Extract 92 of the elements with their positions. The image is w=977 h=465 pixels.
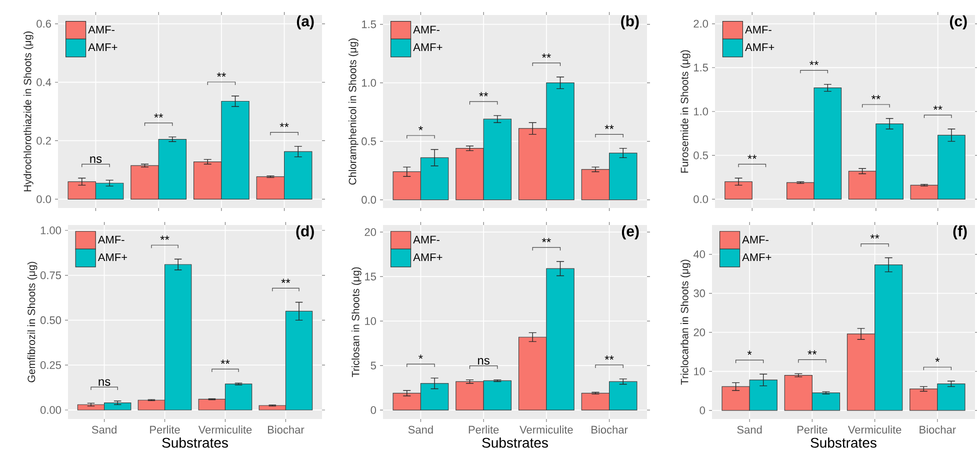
chart-title: (e)	[622, 225, 639, 240]
y-tick-label: 0.25	[40, 361, 62, 369]
y-tick-label: 0.6	[36, 20, 51, 28]
y-tick-label: 0.2	[36, 136, 51, 145]
annotation: *	[747, 350, 752, 355]
annotation: **	[933, 106, 942, 110]
annotation: **	[542, 238, 551, 242]
y-tick-label: 0.0	[36, 195, 52, 204]
annotation: *	[418, 126, 423, 130]
annotation: **	[281, 278, 290, 283]
x-axis-title: Substrates	[482, 437, 548, 448]
y-axis-title: Gemfibrozil in Shoots (μg)	[27, 262, 38, 382]
annotation: ns	[90, 156, 102, 163]
y-tick-label: 1.0	[362, 78, 376, 87]
chart-title: (c)	[950, 15, 967, 30]
x-tick-label: Vermiculite	[198, 426, 252, 434]
y-tick-label: 1.0	[694, 108, 708, 116]
y-tick-label: 40	[693, 250, 706, 258]
y-tick-label: 0.5	[362, 137, 376, 146]
legend-label: AMF+	[413, 43, 442, 51]
annotation: **	[871, 95, 880, 100]
x-tick-label: Sand	[408, 426, 433, 434]
legend-label: AMF+	[88, 43, 118, 51]
y-tick-label: 0.50	[40, 316, 62, 324]
y-tick-label: 0.75	[40, 271, 62, 280]
y-tick-label: 1.5	[362, 20, 376, 28]
annotation: **	[604, 124, 614, 130]
x-tick-label: Perlite	[798, 426, 828, 434]
y-axis-title: Triclocarban in Shoots (μg)	[680, 260, 690, 385]
y-tick-label: 0.00	[40, 406, 62, 414]
bar	[724, 181, 752, 200]
x-tick-label: Vermiculite	[848, 426, 902, 434]
x-tick-label: Biochar	[268, 426, 304, 434]
y-tick-label: 1.00	[40, 226, 62, 234]
x-axis-title: Substrates	[162, 437, 228, 448]
annotation: **	[479, 92, 488, 96]
x-tick-label: Sand	[737, 426, 762, 434]
chart-title: (b)	[621, 15, 639, 30]
y-tick-label: 15	[365, 272, 376, 280]
x-tick-label: Vermiculite	[520, 426, 573, 434]
annotation: *	[418, 354, 423, 359]
legend-label: AMF-	[413, 26, 440, 34]
x-tick-label: Perlite	[468, 426, 499, 434]
y-axis-title: Furosemide in Shoots (μg)	[680, 50, 690, 173]
annotation: **	[280, 122, 289, 128]
y-tick-label: 2.0	[694, 20, 708, 28]
legend-label: AMF-	[742, 236, 768, 244]
annotation: ns	[98, 379, 110, 386]
annotation: ns	[478, 358, 490, 365]
annotation: **	[154, 113, 164, 118]
annotation: **	[542, 54, 551, 58]
y-tick-label: 0	[370, 406, 376, 414]
legend-label: AMF-	[98, 236, 124, 244]
y-tick-label: 0	[700, 406, 706, 414]
y-tick-label: 20	[694, 328, 706, 336]
y-tick-label: 10	[365, 317, 376, 325]
y-axis-title: Hydrochlorothiazide in Shoots (μg)	[24, 32, 34, 192]
annotation: **	[220, 360, 230, 364]
y-axis-title: Chloramphenicol in Shoots (μg)	[348, 38, 358, 185]
annotation: **	[216, 72, 226, 77]
x-tick-label: Biochar	[592, 426, 628, 434]
x-tick-label: Sand	[92, 426, 116, 434]
y-tick-label: 0.0	[362, 196, 376, 204]
legend-label: AMF+	[742, 253, 772, 262]
y-tick-label: 20	[364, 228, 376, 236]
x-axis-title: Substrates	[810, 437, 876, 448]
x-tick-label: Biochar	[920, 426, 956, 434]
annotation: **	[748, 154, 757, 159]
chart-title: (f)	[953, 225, 967, 240]
legend-label: AMF+	[413, 253, 442, 262]
y-tick-label: 0.4	[36, 78, 52, 86]
y-tick-label: 0.0	[694, 195, 708, 204]
annotation: **	[808, 350, 817, 354]
y-tick-label: 1.5	[694, 64, 708, 72]
legend-label: AMF-	[88, 26, 114, 34]
annotation: **	[810, 60, 819, 66]
legend-label: AMF-	[413, 236, 440, 244]
chart-title: (a)	[296, 15, 314, 30]
y-tick-label: 0.5	[694, 151, 708, 160]
annotation: **	[870, 234, 880, 239]
y-tick-label: 5	[370, 362, 376, 370]
y-axis-title: Triclosan in Shoots (μg)	[352, 267, 362, 378]
annotation: **	[604, 355, 614, 360]
legend-label: AMF+	[98, 253, 127, 261]
chart-title: (d)	[296, 225, 314, 240]
annotation: *	[935, 358, 940, 362]
legend-label: AMF-	[745, 26, 772, 34]
y-tick-label: 30	[694, 289, 706, 298]
x-tick-label: Perlite	[150, 426, 180, 434]
annotation: **	[160, 236, 170, 240]
y-tick-label: 10	[694, 367, 706, 376]
legend-label: AMF+	[745, 43, 774, 51]
